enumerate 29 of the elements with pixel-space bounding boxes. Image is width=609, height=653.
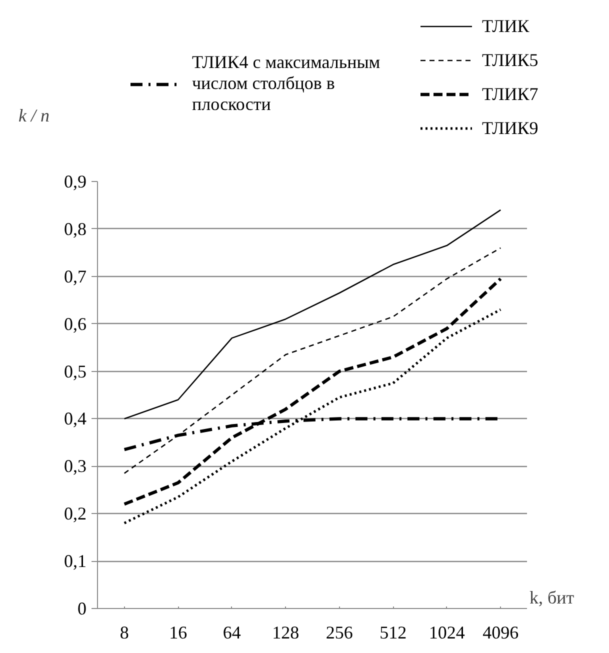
legend-label: ТЛИК4 с максимальным числом столбцов в плоскости <box>192 52 380 115</box>
y-tick-label: 0 <box>78 598 86 618</box>
legend-label: ТЛИК9 <box>482 116 538 140</box>
y-tick-label: 0,1 <box>64 551 86 572</box>
legend-label: ТЛИК5 <box>482 48 538 72</box>
x-tick-label: 1024 <box>428 622 465 642</box>
x-tick-label: 8 <box>120 622 129 642</box>
x-tick-label: 16 <box>169 622 188 642</box>
x-tick-label: 128 <box>272 622 300 642</box>
y-tick-label: 0,8 <box>64 218 86 239</box>
legend-label: ТЛИК7 <box>482 82 538 106</box>
line-series <box>124 209 502 420</box>
line-series <box>123 308 502 524</box>
y-tick-label: 0,6 <box>64 314 86 334</box>
line-series <box>124 247 502 474</box>
y-tick-label: 0,3 <box>64 456 86 476</box>
y-tick-label: 0,9 <box>64 172 86 192</box>
y-tick-label: 0,7 <box>64 266 86 286</box>
x-tick-label: 256 <box>326 622 353 642</box>
y-axis-title: k / n <box>18 106 50 126</box>
legend-label: ТЛИК <box>482 14 530 38</box>
y-tick-label: 0,5 <box>64 361 86 382</box>
x-axis-title: k, бит <box>530 588 574 608</box>
line-series <box>122 277 502 506</box>
x-tick-label: 4096 <box>482 622 519 642</box>
y-tick-label: 0,4 <box>64 408 86 429</box>
x-tick-label: 64 <box>222 622 241 642</box>
y-tick-label: 0,2 <box>64 504 86 524</box>
x-tick-label: 512 <box>380 622 407 642</box>
